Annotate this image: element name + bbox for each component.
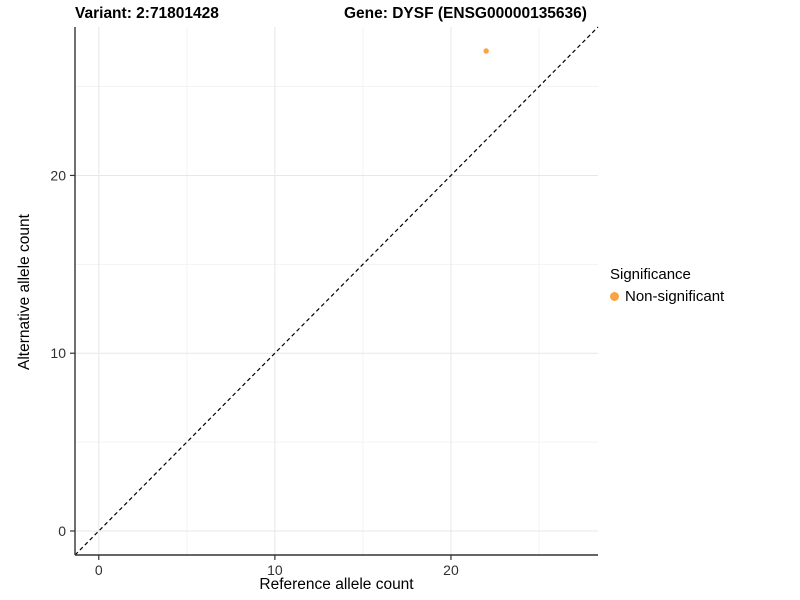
svg-text:20: 20 <box>50 167 66 183</box>
svg-text:0: 0 <box>95 562 103 578</box>
legend-item-label: Non-significant <box>625 288 725 305</box>
y-axis-title: Alternative allele count <box>16 214 33 370</box>
legend-item: Non-significant <box>610 288 724 305</box>
svg-text:10: 10 <box>50 345 66 361</box>
plot-title-gene: Gene: DYSF (ENSG00000135636) <box>344 5 587 22</box>
plot-title-variant: Variant: 2:71801428 <box>75 5 219 22</box>
svg-text:10: 10 <box>267 562 283 578</box>
x-axis-title: Reference allele count <box>259 576 414 593</box>
svg-text:20: 20 <box>443 562 459 578</box>
legend-point-icon <box>610 292 619 301</box>
legend-title: Significance <box>610 266 691 283</box>
svg-text:0: 0 <box>58 523 66 539</box>
legend: Significance Non-significant <box>610 266 724 305</box>
